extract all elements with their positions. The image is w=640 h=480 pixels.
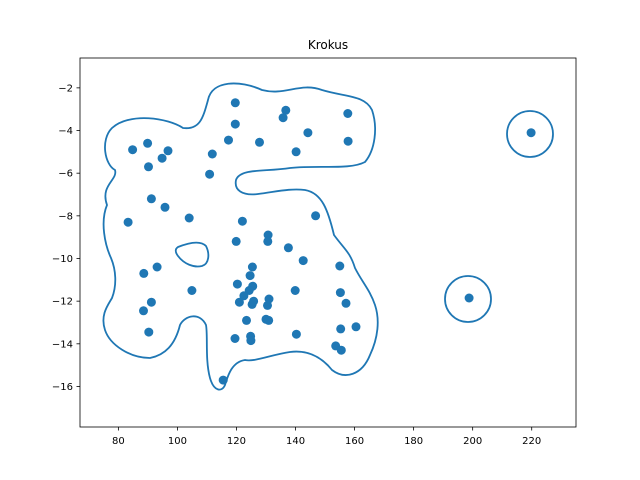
data-point-16 bbox=[205, 169, 215, 179]
data-point-62 bbox=[464, 293, 474, 303]
contour-hole bbox=[174, 241, 210, 268]
data-point-12 bbox=[146, 297, 156, 307]
data-point-55 bbox=[335, 288, 345, 298]
data-point-45 bbox=[264, 294, 274, 304]
x-tick-label: 120 bbox=[227, 436, 246, 447]
data-point-24 bbox=[303, 128, 313, 138]
data-point-43 bbox=[249, 296, 259, 306]
data-point-5 bbox=[163, 146, 173, 156]
data-point-6 bbox=[123, 217, 133, 227]
y-tick-label: −6 bbox=[58, 169, 73, 180]
contour-outlines bbox=[102, 82, 554, 391]
data-point-26 bbox=[343, 109, 353, 118]
data-point-14 bbox=[144, 327, 154, 337]
data-point-46 bbox=[290, 286, 300, 295]
data-point-17 bbox=[207, 149, 217, 159]
data-point-57 bbox=[336, 324, 346, 334]
data-point-13 bbox=[139, 306, 148, 316]
data-point-2 bbox=[143, 138, 153, 148]
data-point-63 bbox=[526, 128, 536, 138]
data-point-58 bbox=[351, 322, 361, 332]
data-point-21 bbox=[255, 137, 264, 147]
data-point-3 bbox=[144, 162, 153, 172]
data-point-60 bbox=[336, 345, 346, 355]
data-point-29 bbox=[237, 216, 247, 226]
data-point-23 bbox=[278, 113, 288, 123]
y-tick-label: −10 bbox=[52, 254, 73, 265]
data-point-56 bbox=[341, 298, 351, 308]
data-point-9 bbox=[184, 213, 194, 223]
data-point-41 bbox=[232, 279, 242, 289]
data-point-32 bbox=[263, 236, 273, 246]
contour-island-right-upper bbox=[506, 110, 554, 158]
contour-main-region bbox=[102, 82, 379, 391]
data-point-36 bbox=[247, 262, 257, 272]
data-point-39 bbox=[239, 291, 249, 301]
x-tick-label: 200 bbox=[463, 436, 482, 447]
y-tick-label: −16 bbox=[52, 382, 73, 393]
data-point-35 bbox=[245, 271, 255, 281]
data-point-49 bbox=[264, 315, 274, 325]
data-point-28 bbox=[311, 211, 321, 221]
data-point-4 bbox=[157, 153, 167, 163]
scatter-points bbox=[123, 98, 536, 385]
data-point-47 bbox=[242, 315, 251, 325]
data-point-61 bbox=[218, 375, 228, 385]
data-point-22 bbox=[281, 105, 291, 115]
y-axis: −2 −4 −6 −8 −10 −12 −14 −16 bbox=[52, 83, 80, 393]
data-point-15 bbox=[187, 286, 197, 295]
y-tick-label: −4 bbox=[58, 126, 73, 137]
data-point-18 bbox=[224, 135, 233, 145]
contour-island-right-lower bbox=[444, 275, 492, 323]
data-point-25 bbox=[291, 147, 301, 157]
plot-frame bbox=[79, 57, 577, 428]
data-point-31 bbox=[263, 230, 273, 240]
data-point-27 bbox=[343, 136, 353, 146]
data-point-54 bbox=[335, 261, 345, 271]
x-tick-label: 160 bbox=[345, 436, 364, 447]
data-point-1 bbox=[128, 145, 138, 155]
x-axis: 80 100 120 140 160 180 200 220 bbox=[112, 427, 541, 447]
y-tick-label: −12 bbox=[52, 297, 73, 308]
x-tick-label: 140 bbox=[286, 436, 305, 447]
data-point-50 bbox=[230, 334, 240, 343]
x-tick-label: 80 bbox=[112, 436, 125, 447]
data-point-40 bbox=[234, 297, 244, 307]
data-point-30 bbox=[231, 236, 241, 246]
data-point-20 bbox=[230, 119, 240, 129]
data-point-52 bbox=[246, 336, 256, 346]
x-tick-label: 220 bbox=[522, 436, 541, 447]
data-point-53 bbox=[291, 329, 301, 339]
y-tick-label: −8 bbox=[58, 211, 73, 222]
y-tick-label: −2 bbox=[58, 83, 73, 94]
data-point-8 bbox=[160, 202, 170, 212]
data-point-33 bbox=[283, 243, 293, 253]
data-point-10 bbox=[139, 268, 149, 278]
data-point-19 bbox=[230, 98, 240, 108]
y-tick-label: −14 bbox=[52, 339, 73, 350]
x-tick-label: 180 bbox=[404, 436, 423, 447]
x-tick-label: 100 bbox=[168, 436, 187, 447]
chart-title: Krokus bbox=[308, 38, 348, 52]
data-point-11 bbox=[152, 262, 162, 272]
data-point-34 bbox=[298, 256, 308, 266]
data-point-7 bbox=[146, 194, 156, 204]
